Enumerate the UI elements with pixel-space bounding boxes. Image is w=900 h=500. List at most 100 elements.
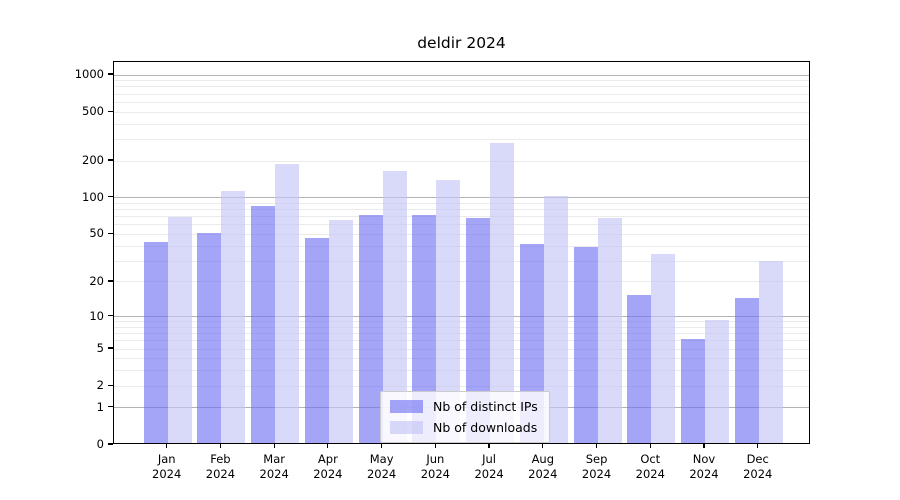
gridline-minor xyxy=(114,358,809,360)
gridline-minor xyxy=(114,245,809,247)
x-tick-mark xyxy=(273,444,275,448)
gridline-minor xyxy=(114,160,809,162)
gridline-major xyxy=(114,316,809,318)
y-tick-label: 50 xyxy=(89,226,104,241)
bar-distinct-ips-jan xyxy=(143,241,168,443)
x-tick-mark xyxy=(488,444,490,448)
y-tick-label: 500 xyxy=(82,104,104,119)
bar-distinct-ips-dec xyxy=(734,298,759,443)
x-tick-mark xyxy=(219,444,222,448)
bar-downloads-apr xyxy=(328,219,353,443)
legend-label-distinct-ips: Nb of distinct IPs xyxy=(433,399,538,414)
gridline-minor xyxy=(114,111,809,113)
x-tick-mark xyxy=(381,444,383,448)
x-tick-label-year: 2024 xyxy=(205,467,236,481)
bar-downloads-jan xyxy=(167,217,192,443)
y-tick-label: 200 xyxy=(82,153,104,168)
legend-label-downloads: Nb of downloads xyxy=(433,420,538,435)
x-tick-label: Aug 2024 xyxy=(513,452,573,482)
gridline-minor xyxy=(114,224,809,226)
x-tick-label: Jul 2024 xyxy=(459,452,519,482)
gridline-minor xyxy=(114,138,809,140)
y-tick-label: 2 xyxy=(96,378,104,393)
x-tick-mark xyxy=(434,444,436,448)
x-tick-mark xyxy=(542,444,544,448)
x-tick-mark xyxy=(703,444,705,448)
x-tick-label-year: 2024 xyxy=(689,467,719,481)
x-tick-label: Jun 2024 xyxy=(405,452,465,482)
bar-downloads-sep xyxy=(597,217,622,443)
x-tick-mark xyxy=(595,444,598,448)
gridline-minor xyxy=(114,80,809,82)
y-tick-label: 0 xyxy=(96,437,104,451)
gridline-major xyxy=(114,74,809,76)
y-tick-label: 10 xyxy=(89,308,104,323)
plot-area xyxy=(113,61,810,444)
x-tick-label: Feb 2024 xyxy=(190,452,250,482)
x-tick-mark xyxy=(649,444,651,448)
x-tick-label: Nov 2024 xyxy=(674,452,734,482)
x-tick-label: Dec 2024 xyxy=(728,452,788,482)
y-tick-label: 20 xyxy=(89,273,104,288)
y-tick-mark xyxy=(108,196,113,198)
bar-distinct-ips-may xyxy=(358,214,383,443)
legend-entry-downloads: Nb of downloads xyxy=(390,420,538,435)
x-tick-label: Sep 2024 xyxy=(567,452,627,482)
bar-downloads-feb xyxy=(221,190,246,443)
x-tick-label-year: 2024 xyxy=(581,467,612,481)
gridline-major xyxy=(114,197,809,199)
gridline-minor xyxy=(114,385,809,387)
legend-swatch-distinct-ips-icon xyxy=(390,400,423,413)
gridline-minor xyxy=(114,333,809,335)
y-tick-label: 1000 xyxy=(74,67,104,82)
x-tick-label: Apr 2024 xyxy=(298,452,358,482)
x-tick-mark xyxy=(757,444,759,448)
bar-distinct-ips-sep xyxy=(573,246,598,443)
bar-distinct-ips-mar xyxy=(251,205,276,443)
x-tick-label-year: 2024 xyxy=(259,467,289,481)
bar-distinct-ips-oct xyxy=(627,294,652,443)
y-tick-mark xyxy=(108,314,113,317)
x-tick-label: Mar 2024 xyxy=(244,452,304,482)
bar-distinct-ips-feb xyxy=(197,232,222,443)
gridline-minor xyxy=(114,123,809,125)
y-tick-mark xyxy=(108,280,113,282)
y-tick-mark xyxy=(108,443,113,445)
gridline-minor xyxy=(114,321,809,323)
y-tick-mark xyxy=(108,159,113,161)
bar-downloads-dec xyxy=(758,260,783,443)
x-tick-label-year: 2024 xyxy=(635,467,665,481)
bar-downloads-nov xyxy=(705,319,729,443)
x-tick-label-year: 2024 xyxy=(420,467,450,481)
gridline-minor xyxy=(114,216,809,218)
x-tick-mark xyxy=(327,444,329,448)
bar-distinct-ips-nov xyxy=(681,338,705,443)
x-tick-mark xyxy=(166,444,168,448)
gridline-minor xyxy=(114,209,809,211)
x-tick-label: Jan 2024 xyxy=(137,452,197,482)
x-tick-label-year: 2024 xyxy=(528,467,558,481)
y-tick-label: 100 xyxy=(82,189,104,204)
gridline-minor xyxy=(114,370,809,372)
y-tick-mark xyxy=(108,73,113,75)
x-tick-label-year: 2024 xyxy=(474,467,504,481)
bar-downloads-mar xyxy=(275,163,300,443)
y-tick-mark xyxy=(108,110,113,112)
y-tick-mark xyxy=(108,232,113,235)
y-tick-mark xyxy=(108,384,113,386)
y-tick-label: 5 xyxy=(96,341,104,356)
y-tick-mark xyxy=(108,406,113,408)
x-tick-label-year: 2024 xyxy=(366,467,397,481)
gridline-minor xyxy=(114,233,809,235)
bar-downloads-oct xyxy=(651,254,676,443)
legend-swatch-downloads-icon xyxy=(390,421,423,434)
x-tick-label: May 2024 xyxy=(352,452,412,482)
gridline-minor xyxy=(114,86,809,88)
legend-entry-distinct-ips: Nb of distinct IPs xyxy=(390,399,538,414)
gridline-minor xyxy=(114,348,809,350)
x-tick-label: Oct 2024 xyxy=(620,452,680,482)
x-tick-label-year: 2024 xyxy=(313,467,343,481)
gridline-minor xyxy=(114,340,809,342)
y-tick-label: 1 xyxy=(96,399,104,414)
